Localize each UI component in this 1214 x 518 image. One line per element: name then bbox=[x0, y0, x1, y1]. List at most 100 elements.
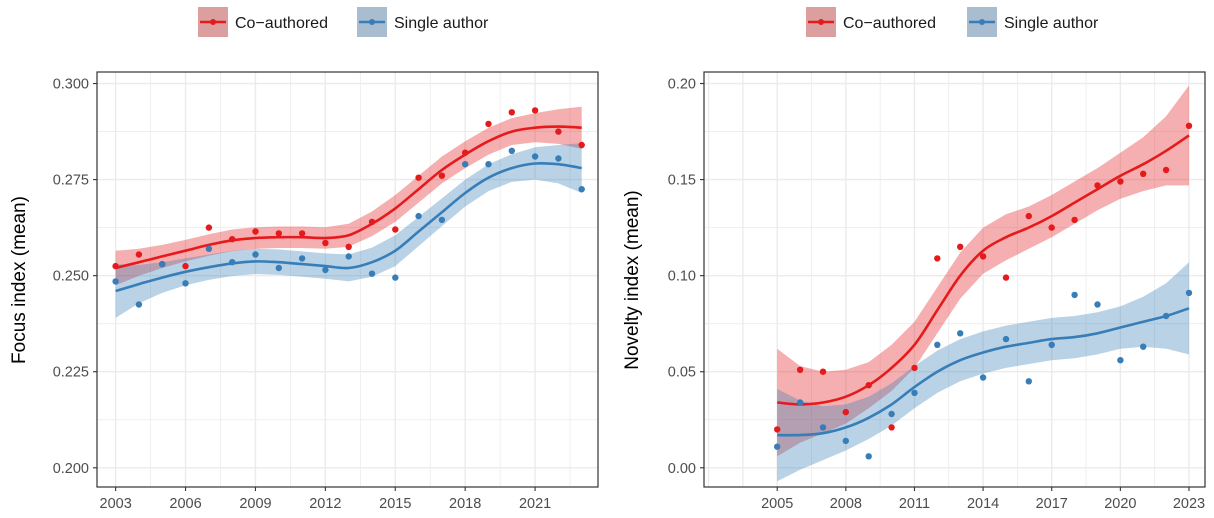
legend-label-single: Single author bbox=[1004, 15, 1099, 32]
legend-focus: Co−authored Single author bbox=[198, 7, 489, 37]
panel-focus-index: 2003 2006 2009 2012 2015 2018 2021 0.200 0.225 0.… bbox=[53, 71, 599, 512]
y-tick-label: 0.275 bbox=[53, 173, 89, 189]
x-tick-label: 2023 bbox=[1173, 496, 1205, 512]
y-tick-label: 0.05 bbox=[668, 365, 696, 381]
panel-novelty-index: 2005 2008 2011 2014 2017 2020 2023 0.00 0.05 0.10… bbox=[668, 71, 1206, 512]
data-point-single bbox=[252, 251, 259, 258]
data-point-single bbox=[298, 255, 306, 262]
data-point-coauthored bbox=[1185, 122, 1193, 129]
data-point-single bbox=[888, 410, 895, 418]
data-point-single bbox=[957, 330, 964, 337]
data-point-single bbox=[1140, 343, 1147, 350]
x-tick-label: 2018 bbox=[449, 496, 481, 512]
smooth-line-coauthored bbox=[777, 134, 1190, 406]
data-point-coauthored bbox=[819, 368, 827, 375]
data-point-single bbox=[979, 374, 987, 381]
data-point-single bbox=[112, 278, 119, 285]
data-point-coauthored bbox=[531, 107, 539, 114]
plot-border bbox=[703, 71, 1206, 488]
y-axis-title-novelty: Novelty index (mean) bbox=[622, 190, 643, 370]
data-point-single bbox=[1185, 289, 1193, 297]
legend-key-coauthored-point bbox=[818, 19, 824, 25]
data-point-single bbox=[819, 424, 827, 431]
x-tick-label: 2009 bbox=[239, 496, 271, 512]
data-point-single bbox=[205, 245, 213, 252]
y-tick-label: 0.00 bbox=[668, 461, 696, 477]
confidence-band-coauthored bbox=[777, 85, 1189, 457]
data-point-coauthored bbox=[205, 224, 213, 231]
data-point-coauthored bbox=[135, 251, 143, 258]
data-point-coauthored bbox=[888, 424, 895, 431]
data-point-single bbox=[508, 147, 515, 154]
data-point-single bbox=[368, 270, 376, 277]
data-point-single bbox=[1117, 357, 1124, 364]
y-tick-label: 0.250 bbox=[53, 269, 89, 285]
data-point-coauthored bbox=[1094, 182, 1101, 189]
data-point-coauthored bbox=[1025, 212, 1033, 220]
data-point-coauthored bbox=[578, 141, 585, 149]
data-point-single bbox=[774, 443, 781, 450]
data-point-single bbox=[392, 274, 399, 281]
x-tick-label: 2012 bbox=[309, 496, 341, 512]
data-point-coauthored bbox=[774, 426, 781, 433]
data-point-coauthored bbox=[1002, 274, 1010, 281]
data-point-single bbox=[345, 253, 352, 260]
data-point-coauthored bbox=[485, 120, 492, 128]
data-point-coauthored bbox=[508, 109, 515, 116]
data-point-coauthored bbox=[392, 226, 399, 233]
data-point-single bbox=[229, 259, 236, 266]
data-point-single bbox=[182, 280, 189, 287]
data-point-single bbox=[159, 260, 166, 268]
plot-border bbox=[96, 71, 599, 488]
data-point-coauthored bbox=[322, 239, 329, 247]
data-point-coauthored bbox=[229, 236, 236, 243]
data-point-coauthored bbox=[842, 408, 849, 416]
data-point-coauthored bbox=[112, 262, 119, 270]
data-point-single bbox=[135, 301, 143, 308]
data-point-single bbox=[796, 399, 804, 406]
data-point-single bbox=[1048, 341, 1055, 348]
x-tick-label: 2014 bbox=[967, 496, 999, 512]
y-tick-label: 0.20 bbox=[668, 77, 696, 93]
x-tick-label: 2003 bbox=[100, 496, 132, 512]
data-point-coauthored bbox=[1140, 170, 1147, 177]
data-point-coauthored bbox=[275, 230, 282, 237]
data-point-single bbox=[1094, 301, 1101, 308]
data-point-single bbox=[865, 453, 872, 460]
plot-background bbox=[97, 72, 598, 487]
legend-label-coauthored: Co−authored bbox=[843, 15, 936, 32]
data-point-coauthored bbox=[796, 366, 804, 373]
data-point-single bbox=[531, 153, 539, 160]
plot-background bbox=[704, 72, 1205, 487]
x-tick-label: 2011 bbox=[899, 496, 930, 512]
data-point-single bbox=[842, 437, 849, 445]
x-tick-label: 2008 bbox=[830, 496, 862, 512]
x-tick-label: 2021 bbox=[519, 496, 551, 512]
x-tick-label: 2020 bbox=[1104, 496, 1136, 512]
x-tick-label: 2017 bbox=[1036, 496, 1068, 512]
data-point-single bbox=[322, 266, 329, 274]
data-point-single bbox=[911, 389, 918, 397]
data-point-single bbox=[1071, 291, 1078, 299]
data-point-single bbox=[485, 161, 492, 168]
smooth-line-single bbox=[115, 161, 582, 293]
data-point-coauthored bbox=[934, 255, 941, 262]
smooth-line-coauthored bbox=[115, 125, 582, 270]
data-point-single bbox=[1162, 312, 1170, 320]
data-point-single bbox=[415, 212, 422, 220]
y-tick-label: 0.10 bbox=[668, 269, 696, 285]
x-tick-label: 2015 bbox=[379, 496, 411, 512]
data-point-coauthored bbox=[1048, 224, 1055, 231]
data-point-coauthored bbox=[911, 364, 918, 372]
data-point-single bbox=[578, 186, 585, 193]
data-point-coauthored bbox=[1117, 178, 1124, 185]
x-tick-label: 2006 bbox=[169, 496, 201, 512]
legend-label-single: Single author bbox=[394, 15, 489, 32]
data-point-coauthored bbox=[865, 382, 872, 389]
data-point-single bbox=[275, 264, 282, 272]
legend-key-single-point bbox=[369, 19, 375, 25]
y-axis-title-focus: Focus index (mean) bbox=[9, 196, 30, 364]
data-point-single bbox=[1002, 335, 1010, 343]
legend-key-coauthored-point bbox=[210, 19, 216, 25]
